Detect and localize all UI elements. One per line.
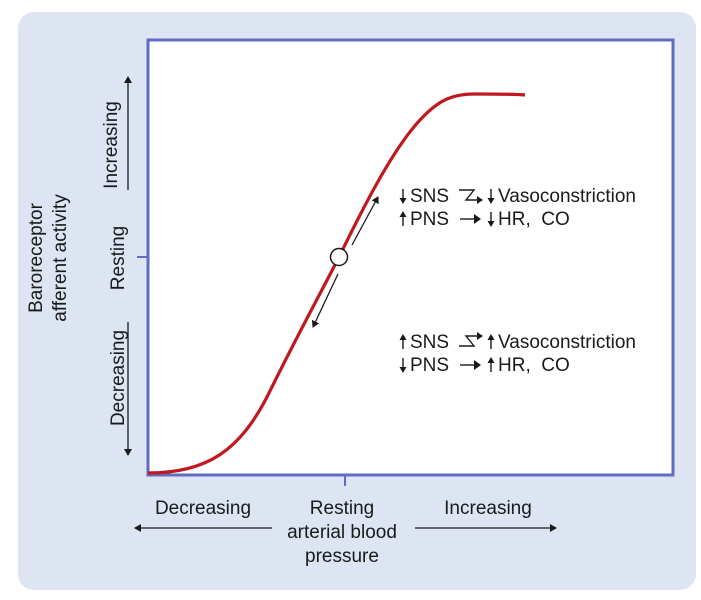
lower-hr-co-label: HR, CO [498, 355, 570, 376]
up-arrowhead [487, 334, 495, 340]
lower-sns-label: SNS [410, 332, 449, 353]
updown-arrow-icon [399, 334, 407, 349]
down-arrowhead [399, 198, 407, 204]
resting-point [329, 247, 349, 267]
up-arrowhead [399, 211, 407, 217]
down-arrowhead [487, 198, 495, 204]
upper-pns-label: PNS [410, 209, 449, 230]
right-arrow-icon [460, 214, 481, 224]
updown-arrow-icon [487, 212, 495, 227]
upper-annotation: SNS Vasoconstriction PNS HR, CO [399, 186, 636, 230]
response-curve [147, 92, 526, 475]
down-arrowhead [487, 221, 495, 227]
lower-annotation: SNS Vasoconstriction PNS HR, CO [399, 332, 636, 376]
upper-sns-label: SNS [410, 186, 449, 207]
zigzag-arrow-icon [459, 189, 483, 204]
plot-frame [146, 38, 675, 477]
y-axis-title-line1: Baroreceptor [26, 202, 47, 313]
right-arrow-icon [460, 360, 481, 370]
zigzag-arrow-icon [459, 332, 483, 347]
y-axis-title-line2: afferent activity [50, 194, 71, 322]
updown-arrow-icon [399, 358, 407, 373]
x-label-resting-line3: pressure [305, 546, 379, 567]
down-arrowhead [399, 367, 407, 373]
y-label-resting: Resting [108, 226, 129, 290]
updown-arrow-icon [399, 211, 407, 226]
x-label-resting-line1: Resting [310, 498, 374, 519]
up-arrowhead [399, 334, 407, 340]
updown-arrow-icon [487, 334, 495, 349]
upper-hr-co-label: HR, CO [498, 209, 570, 230]
updown-arrow-icon [487, 189, 495, 204]
lower-vasoconstriction-label: Vasoconstriction [498, 332, 636, 353]
lower-pns-label: PNS [410, 355, 449, 376]
updown-arrow-icon [399, 189, 407, 204]
updown-arrow-icon [487, 357, 495, 372]
x-label-increasing: Increasing [444, 498, 532, 519]
x-label-resting-line2: arterial blood [287, 522, 397, 543]
y-label-decreasing: Decreasing [108, 330, 129, 426]
up-arrowhead [487, 357, 495, 363]
x-label-decreasing: Decreasing [155, 498, 251, 519]
curve-arrow-up [351, 196, 379, 246]
upper-vasoconstriction-label: Vasoconstriction [498, 186, 636, 207]
curve-arrow-down [311, 273, 339, 328]
y-label-increasing: Increasing [101, 101, 122, 189]
